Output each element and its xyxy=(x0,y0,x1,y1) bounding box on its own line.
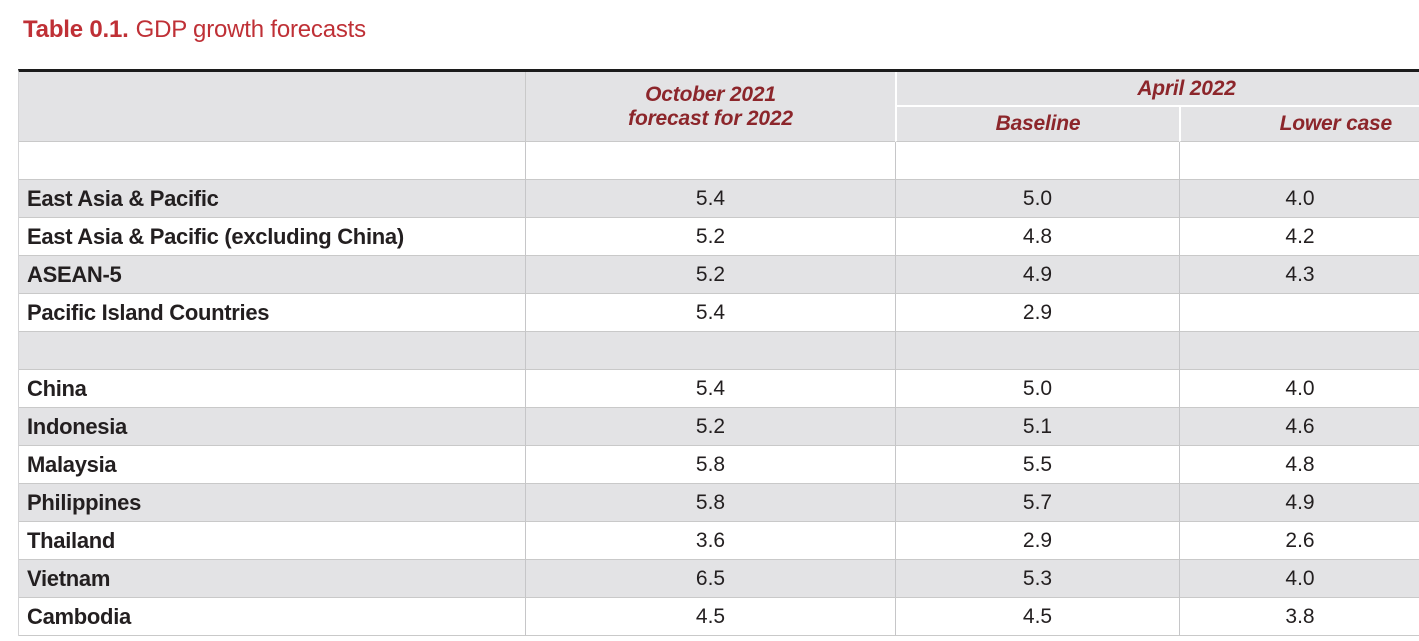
table-title-text: GDP growth forecasts xyxy=(135,16,367,43)
table-title: Table 0.1. GDP growth forecasts xyxy=(23,16,366,45)
header-october-2021: October 2021 forecast for 2022 xyxy=(525,72,895,142)
table-row: Indonesia 5.2 5.1 4.6 xyxy=(19,408,1419,446)
row-label-cell: Malaysia xyxy=(19,446,525,484)
lower-case-value-cell: 2.6 xyxy=(1179,522,1419,560)
header-october-line2: forecast for 2022 xyxy=(628,106,793,130)
baseline-value-cell: 4.5 xyxy=(895,598,1179,636)
spacer-row xyxy=(19,142,1419,180)
oct2021-value-cell: 4.5 xyxy=(525,598,895,636)
lower-case-value-cell: 4.6 xyxy=(1179,408,1419,446)
lower-case-value-cell: 4.8 xyxy=(1179,446,1419,484)
lower-case-value-cell: 4.9 xyxy=(1179,484,1419,522)
row-label-cell: Cambodia xyxy=(19,598,525,636)
lower-case-value-cell: 4.0 xyxy=(1179,370,1419,408)
table-body: East Asia & Pacific 5.4 5.0 4.0 East Asi… xyxy=(19,142,1419,636)
table-row: China 5.4 5.0 4.0 xyxy=(19,370,1419,408)
baseline-value-cell: 4.9 xyxy=(895,256,1179,294)
table-header: October 2021 forecast for 2022 April 202… xyxy=(19,72,1419,142)
header-october-line1: October 2021 xyxy=(645,82,776,106)
oct2021-value-cell: 5.2 xyxy=(525,256,895,294)
header-row-1: October 2021 forecast for 2022 April 202… xyxy=(19,72,1419,142)
row-label-cell: China xyxy=(19,370,525,408)
baseline-value-cell: 5.3 xyxy=(895,560,1179,598)
lower-case-value-cell xyxy=(1179,142,1419,180)
gdp-forecast-table: October 2021 forecast for 2022 April 202… xyxy=(18,69,1419,636)
row-label-cell: Thailand xyxy=(19,522,525,560)
lower-case-value-cell: 4.0 xyxy=(1179,180,1419,218)
oct2021-value-cell: 5.4 xyxy=(525,294,895,332)
baseline-value-cell: 5.0 xyxy=(895,180,1179,218)
row-label-cell xyxy=(19,142,525,180)
lower-case-value-cell: 3.8 xyxy=(1179,598,1419,636)
table-row: Malaysia 5.8 5.5 4.8 xyxy=(19,446,1419,484)
row-label-cell: Vietnam xyxy=(19,560,525,598)
row-label-cell: East Asia & Pacific xyxy=(19,180,525,218)
table-row: Pacific Island Countries 5.4 2.9 xyxy=(19,294,1419,332)
lower-case-value-cell xyxy=(1179,294,1419,332)
header-row-2: Baseline Lower case xyxy=(19,107,1419,142)
oct2021-value-cell: 5.8 xyxy=(525,484,895,522)
baseline-value-cell xyxy=(895,142,1179,180)
oct2021-value-cell: 5.4 xyxy=(525,370,895,408)
header-baseline: Baseline xyxy=(895,107,1179,142)
oct2021-value-cell: 3.6 xyxy=(525,522,895,560)
table-row: Philippines 5.8 5.7 4.9 xyxy=(19,484,1419,522)
oct2021-value-cell: 5.2 xyxy=(525,218,895,256)
row-label-cell xyxy=(19,332,525,370)
row-label-cell: ASEAN-5 xyxy=(19,256,525,294)
lower-case-value-cell: 4.2 xyxy=(1179,218,1419,256)
oct2021-value-cell: 5.2 xyxy=(525,408,895,446)
baseline-value-cell: 5.5 xyxy=(895,446,1179,484)
lower-case-value-cell: 4.0 xyxy=(1179,560,1419,598)
table-row: Cambodia 4.5 4.5 3.8 xyxy=(19,598,1419,636)
header-lower-case: Lower case xyxy=(1179,107,1419,142)
baseline-value-cell: 5.0 xyxy=(895,370,1179,408)
table-row: East Asia & Pacific 5.4 5.0 4.0 xyxy=(19,180,1419,218)
table-title-number: Table 0.1. xyxy=(23,16,129,43)
row-label-cell: Indonesia xyxy=(19,408,525,446)
oct2021-value-cell: 6.5 xyxy=(525,560,895,598)
spacer-row xyxy=(19,332,1419,370)
baseline-value-cell xyxy=(895,332,1179,370)
baseline-value-cell: 5.7 xyxy=(895,484,1179,522)
lower-case-value-cell: 4.3 xyxy=(1179,256,1419,294)
row-label-cell: East Asia & Pacific (excluding China) xyxy=(19,218,525,256)
header-corner-cell xyxy=(19,72,525,142)
row-label-cell: Philippines xyxy=(19,484,525,522)
baseline-value-cell: 4.8 xyxy=(895,218,1179,256)
table-row: ASEAN-5 5.2 4.9 4.3 xyxy=(19,256,1419,294)
oct2021-value-cell: 5.4 xyxy=(525,180,895,218)
oct2021-value-cell xyxy=(525,142,895,180)
oct2021-value-cell: 5.8 xyxy=(525,446,895,484)
table-row: East Asia & Pacific (excluding China) 5.… xyxy=(19,218,1419,256)
oct2021-value-cell xyxy=(525,332,895,370)
baseline-value-cell: 5.1 xyxy=(895,408,1179,446)
baseline-value-cell: 2.9 xyxy=(895,522,1179,560)
lower-case-value-cell xyxy=(1179,332,1419,370)
baseline-value-cell: 2.9 xyxy=(895,294,1179,332)
table-row: Vietnam 6.5 5.3 4.0 xyxy=(19,560,1419,598)
row-label-cell: Pacific Island Countries xyxy=(19,294,525,332)
header-april-2022: April 2022 xyxy=(895,72,1419,107)
table-row: Thailand 3.6 2.9 2.6 xyxy=(19,522,1419,560)
